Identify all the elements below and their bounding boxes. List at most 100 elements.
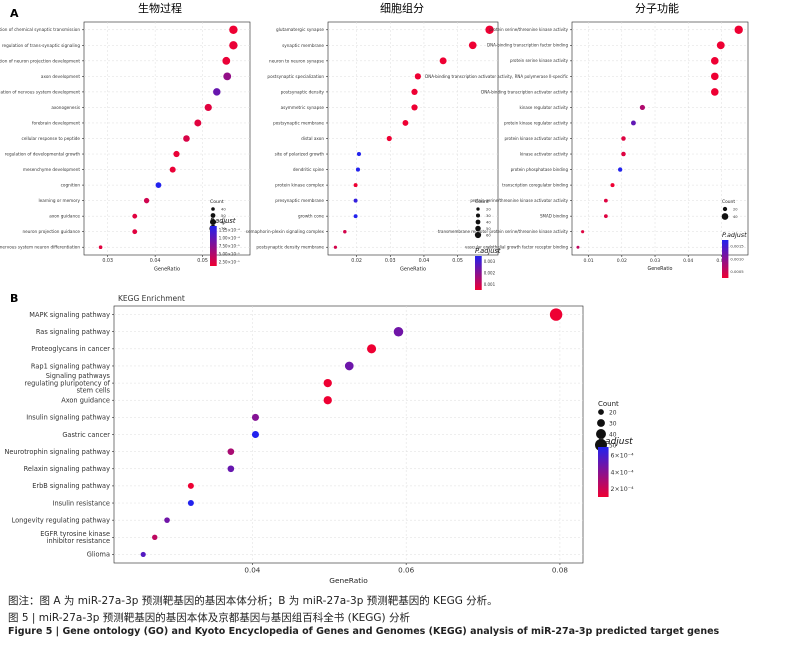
x-axis-title: GeneRatio	[400, 266, 426, 272]
y-category-label-line: cognition	[61, 183, 81, 188]
y-category-label: postsynaptic density membrane	[256, 245, 324, 250]
y-category-label-line: SMAD binding	[540, 214, 568, 219]
legend-color-tick-label: 5.00×10⁻⁵	[219, 251, 240, 256]
legend-colorbar	[210, 226, 217, 266]
legend-size-marker	[210, 213, 216, 218]
legend-size-label: 50	[609, 442, 617, 449]
y-category-label: site of polarized growth	[275, 152, 325, 157]
legend-color-title: P.adjust	[598, 437, 633, 447]
data-point	[367, 344, 377, 354]
data-point	[152, 534, 158, 541]
y-category-label-line: kinase activator activity	[520, 151, 569, 156]
y-category-label: Ras signaling pathway	[36, 328, 110, 336]
y-category-label-line: kinase regulator activity	[519, 105, 568, 110]
legend-size-label: 40	[733, 215, 738, 219]
y-category-label: dendritic spine	[293, 167, 325, 172]
legend-size-title: Count	[475, 199, 489, 205]
data-point	[716, 41, 725, 50]
y-category-label: MAPK signaling pathway	[29, 311, 110, 319]
data-point	[132, 229, 138, 235]
y-category-label-line: DNA-binding transcription activator acti…	[481, 89, 569, 94]
data-point	[386, 135, 392, 142]
data-point	[621, 136, 626, 141]
data-point	[222, 56, 231, 65]
data-point	[183, 135, 190, 142]
y-category-label-line: inhibitor resistance	[47, 537, 110, 545]
data-point	[194, 119, 202, 127]
data-point	[333, 245, 338, 249]
y-category-label-line: mesenchyme development	[23, 167, 80, 172]
data-point	[143, 197, 150, 204]
legend-size-marker	[475, 213, 481, 218]
y-category-label: regulation of nervous system development	[0, 89, 80, 94]
y-category-label-line: protein serine kinase activity	[510, 58, 569, 63]
y-category-label: central nervous system neuron differenti…	[0, 245, 80, 250]
y-category-label: distal axon	[301, 136, 324, 141]
y-category-label: Signaling pathways regulating pluripotenc…	[25, 372, 111, 395]
legend-size-marker	[598, 409, 604, 415]
data-point	[581, 230, 585, 234]
y-category-label-line: axonogenesis	[51, 105, 80, 110]
data-point	[155, 182, 162, 188]
legend-color-tick-label: 0.0015	[730, 244, 744, 249]
legend-size-label: 30	[486, 213, 491, 218]
chart-title: 细胞组分	[380, 1, 424, 15]
y-category-label: protein kinase regulator activity	[504, 120, 569, 125]
data-point	[323, 396, 332, 405]
y-category-label: neuron projection guidance	[22, 229, 80, 234]
legend-size-marker	[721, 213, 729, 220]
legend-color-tick-label: 1.00×10⁻⁴	[219, 235, 240, 240]
y-category-label-line: Longevity regulating pathway	[12, 516, 110, 524]
y-category-label-line: Glioma	[87, 551, 110, 559]
data-point	[187, 500, 194, 507]
y-category-label-line: protein phosphatase binding	[511, 167, 569, 172]
y-category-label: regulation of developmental growth	[5, 152, 81, 157]
y-category-label: cellular response to peptide	[22, 136, 81, 141]
legend-size-marker	[210, 219, 216, 225]
y-category-label: Insulin signaling pathway	[26, 414, 110, 422]
x-tick-label: 0.04	[683, 258, 693, 264]
y-category-label: protein kinase activator activity	[504, 136, 568, 141]
data-point	[734, 25, 743, 34]
legend-color-title: P.adjust	[722, 231, 747, 239]
y-category-label-line: Proteoglycans in cancer	[31, 345, 110, 353]
y-category-label: kinase activator activity	[520, 151, 569, 156]
data-point	[576, 245, 580, 249]
data-point	[402, 120, 409, 126]
y-category-label: Rap1 signaling pathway	[31, 362, 110, 370]
y-category-label-line: presynaptic membrane	[275, 198, 324, 203]
x-tick-label: 0.05	[197, 258, 208, 264]
y-category-label-line: Axon guidance	[61, 397, 110, 405]
y-category-label: synaptic membrane	[282, 43, 324, 48]
legend-colorbar	[722, 240, 729, 278]
y-category-label-line: Signaling pathways	[46, 372, 111, 380]
y-category-label: mesenchyme development	[23, 167, 80, 172]
x-tick-label: 0.03	[102, 258, 113, 264]
y-category-label-line: asymmetric synapse	[281, 105, 325, 110]
y-category-label-line: central nervous system neuron differenti…	[0, 245, 80, 250]
legend-size-label: 50	[486, 226, 491, 231]
y-category-label: ErbB signaling pathway	[32, 482, 110, 490]
data-point	[132, 213, 138, 219]
legend-size-label: 40	[609, 431, 617, 438]
data-point	[485, 25, 494, 34]
y-category-label-line: site of polarized growth	[275, 152, 325, 157]
y-category-label-line: cellular response to peptide	[22, 136, 81, 141]
y-category-label-line: regulation of trans-synaptic signaling	[2, 43, 80, 48]
x-tick-label: 0.06	[398, 566, 414, 575]
y-category-label-line: Insulin signaling pathway	[26, 414, 110, 422]
legend-size-title: Count	[210, 199, 224, 205]
legend-size-label: 20	[733, 207, 738, 211]
data-point	[140, 551, 146, 558]
y-category-label-line: protein kinase regulator activity	[504, 120, 569, 125]
x-tick-label: 0.04	[419, 258, 430, 264]
chart-panel-2: 细胞组分 0.02 0.03 0.04 0.05 GeneRatio glutamaterg…	[246, 1, 501, 290]
data-point	[411, 88, 418, 96]
legend-colorbar	[598, 447, 609, 497]
x-tick-label: 0.01	[583, 258, 593, 264]
data-point	[187, 482, 194, 489]
y-category-label: axon guidance	[49, 214, 80, 219]
figure-title-cn: 图 5 | miR-27a-3p 预测靶基因的基因本体及京都基因与基因组百科全书…	[8, 612, 410, 624]
y-category-label-line: glutamatergic synapse	[276, 27, 324, 32]
legend-color-tick-label: 4×10⁻⁴	[611, 469, 635, 476]
